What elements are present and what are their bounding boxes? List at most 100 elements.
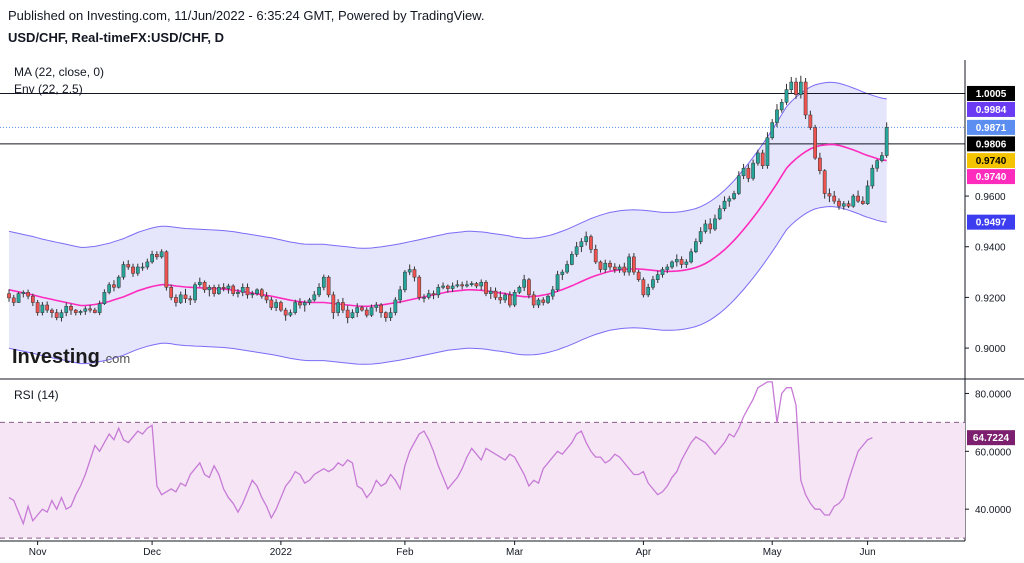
candle-body — [16, 293, 21, 303]
candle — [884, 122, 889, 158]
candle-body — [670, 261, 674, 268]
candle — [875, 159, 879, 172]
time-tick-label: Dec — [143, 547, 161, 558]
candle-body — [412, 269, 417, 278]
candle — [536, 297, 541, 309]
candle-body — [722, 200, 727, 209]
candle — [202, 280, 207, 293]
candle — [135, 263, 140, 276]
candle-body — [546, 295, 550, 303]
price-badge-label: 1.0005 — [976, 89, 1007, 100]
candle — [274, 299, 278, 312]
candle — [345, 305, 350, 324]
candle-body — [436, 287, 441, 296]
candle — [822, 169, 827, 199]
candle — [541, 297, 546, 306]
candle — [412, 266, 417, 282]
candle-body — [479, 281, 484, 287]
candle — [846, 200, 851, 208]
price-badge: 0.9740 — [967, 169, 1015, 185]
candle — [73, 309, 78, 316]
candles — [7, 75, 889, 324]
candle-body — [665, 266, 670, 270]
candle — [40, 301, 45, 316]
envelope-band — [8, 81, 887, 365]
candle — [679, 256, 684, 269]
candle-body — [431, 293, 436, 296]
candle — [465, 280, 469, 288]
rsi-band-fill — [0, 422, 965, 539]
candle — [684, 259, 689, 269]
candle-body — [45, 304, 50, 311]
candle — [26, 289, 30, 300]
candle — [293, 299, 298, 315]
price-axis[interactable]: 0.9000 0.9200 0.9400 0.9600 80.0000 60.0000 40… — [965, 192, 1012, 516]
candle-body — [54, 312, 59, 318]
symbol-header: USD/CHF, Real-timeFX:USD/CHF, D — [8, 30, 224, 45]
candle — [445, 284, 450, 293]
candle-body — [794, 81, 798, 95]
candle-body — [269, 299, 274, 308]
env-legend[interactable]: Env (22, 2.5) — [14, 82, 83, 96]
candle — [35, 299, 40, 316]
candle — [722, 196, 727, 212]
candle — [450, 282, 455, 293]
candle — [717, 205, 722, 221]
candle — [422, 294, 426, 303]
time-tick-label: Mar — [506, 547, 524, 558]
price-badges: 1.0005 0.9984 0.9871 0.9806 0.9740 0.9740 0.94… — [967, 85, 1015, 446]
rsi-pane — [0, 381, 965, 539]
candle — [188, 295, 193, 306]
candle — [407, 264, 412, 276]
candle-body — [302, 302, 307, 306]
candle — [221, 283, 226, 292]
candle-body — [837, 200, 841, 207]
candle-body — [598, 261, 603, 270]
candle — [169, 284, 174, 301]
candle-body — [603, 262, 608, 270]
candle-body — [508, 294, 512, 306]
candle-body — [522, 279, 527, 288]
candle-body — [283, 309, 288, 316]
candle-body — [856, 195, 860, 202]
candle — [431, 290, 436, 300]
ma-legend[interactable]: MA (22, close, 0) — [14, 65, 104, 79]
candle — [512, 289, 517, 308]
candle-body — [870, 167, 875, 187]
candle-body — [589, 236, 593, 250]
candle-body — [50, 309, 54, 313]
candle — [727, 195, 732, 207]
candle — [426, 289, 431, 300]
candle-body — [813, 127, 817, 159]
candle-body — [512, 292, 517, 306]
candle — [474, 281, 479, 289]
rsi-legend[interactable]: RSI (14) — [14, 388, 59, 402]
candle — [488, 287, 493, 299]
candle-body — [174, 297, 178, 303]
candle — [484, 280, 488, 297]
price-badge: 1.0005 — [967, 85, 1015, 101]
candle — [59, 309, 64, 322]
candle — [159, 249, 164, 259]
candle-body — [383, 312, 388, 318]
candle — [21, 290, 26, 298]
candle — [16, 291, 21, 303]
candle — [317, 283, 321, 298]
candle-body — [798, 81, 803, 95]
candle-body — [756, 152, 760, 164]
candle — [11, 294, 16, 307]
candle-body — [455, 284, 460, 287]
candle — [546, 294, 550, 305]
candle — [880, 151, 884, 163]
candle-body — [674, 259, 679, 263]
candle-body — [293, 302, 298, 313]
candle-body — [197, 281, 202, 285]
candle-body — [584, 236, 589, 242]
candle — [212, 284, 216, 297]
candle-body — [770, 122, 775, 139]
candle — [627, 253, 631, 276]
candle-body — [627, 256, 631, 273]
time-axis[interactable]: Nov Dec 2022 Feb Mar Apr May Jun — [29, 541, 876, 558]
candle-body — [388, 312, 393, 318]
